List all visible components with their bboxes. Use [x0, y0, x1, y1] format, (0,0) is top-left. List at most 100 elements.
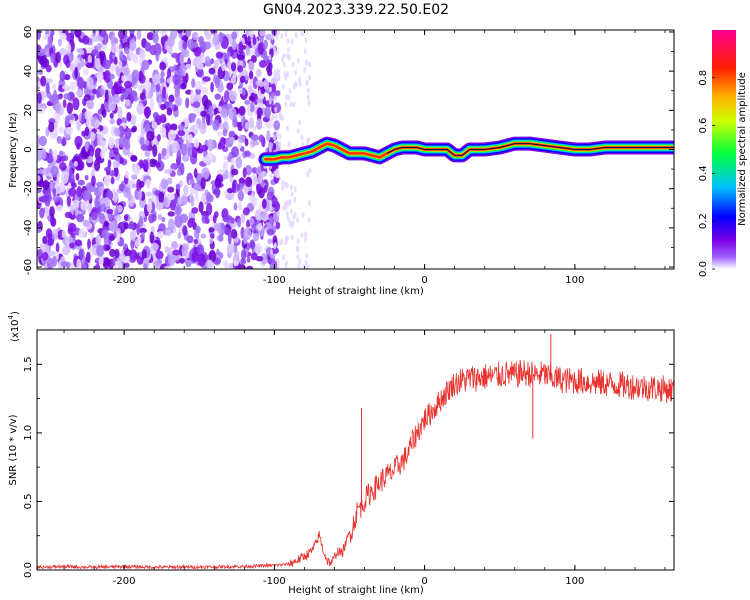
- noise-speckle: [109, 118, 116, 125]
- noise-speckle: [76, 121, 81, 132]
- noise-speckle: [217, 222, 221, 234]
- noise-speckle: [124, 47, 130, 55]
- noise-speckle: [300, 232, 304, 239]
- y-tick-label: -40: [23, 220, 34, 236]
- noise-speckle: [61, 136, 66, 147]
- y-tick-label: 60: [23, 26, 34, 39]
- noise-speckle: [262, 198, 267, 210]
- noise-speckle: [188, 217, 196, 224]
- noise-speckle: [138, 180, 145, 188]
- noise-speckle: [228, 107, 237, 121]
- noise-speckle: [41, 148, 47, 160]
- noise-speckle: [167, 35, 176, 47]
- noise-speckle: [259, 34, 264, 43]
- noise-speckle: [194, 93, 200, 100]
- x-tick-label: 0: [421, 275, 427, 286]
- noise-speckle: [190, 195, 195, 207]
- noise-speckle: [200, 110, 207, 117]
- noise-speckle: [244, 75, 250, 81]
- noise-speckle: [118, 136, 127, 148]
- noise-speckle: [80, 49, 85, 55]
- noise-speckle: [273, 72, 277, 79]
- noise-speckle: [249, 102, 255, 113]
- snr-y-axis: 0.0 0.5 1.0 1.5: [23, 329, 674, 578]
- noise-speckle: [136, 102, 145, 115]
- noise-speckle: [172, 74, 181, 85]
- noise-speckle: [255, 166, 262, 176]
- x-tick-label: -200: [113, 576, 136, 587]
- noise-speckle: [46, 257, 54, 269]
- noise-speckle: [37, 149, 43, 161]
- noise-speckle: [198, 201, 204, 214]
- noise-speckle: [59, 32, 67, 41]
- noise-speckle: [207, 138, 214, 152]
- noise-speckle: [167, 186, 175, 193]
- noise-speckle: [81, 262, 87, 269]
- noise-speckle: [177, 129, 186, 137]
- noise-speckle: [304, 36, 308, 43]
- noise-speckle: [109, 63, 118, 72]
- noise-speckle: [243, 227, 252, 240]
- noise-speckle: [191, 78, 196, 89]
- noise-speckle: [286, 182, 290, 189]
- noise-speckle: [271, 114, 275, 121]
- noise-speckle: [249, 239, 256, 250]
- noise-speckle: [268, 146, 272, 153]
- noise-speckle: [102, 59, 111, 70]
- noise-speckle: [95, 128, 101, 135]
- noise-speckle: [296, 127, 300, 134]
- noise-speckle: [60, 171, 69, 184]
- noise-speckle: [307, 99, 311, 106]
- noise-speckle: [72, 97, 80, 111]
- noise-speckle: [288, 220, 292, 227]
- noise-speckle: [182, 48, 190, 58]
- noise-speckle: [156, 230, 165, 239]
- noise-speckle: [62, 99, 67, 108]
- noise-speckle: [95, 36, 104, 42]
- noise-speckle: [68, 236, 73, 245]
- noise-speckle: [186, 30, 192, 37]
- noise-speckle: [94, 118, 100, 129]
- noise-speckle: [214, 186, 220, 199]
- noise-speckle: [109, 112, 114, 119]
- noise-speckle: [307, 74, 311, 81]
- noise-speckle: [37, 44, 42, 51]
- snr-multiplier-prefix: (x10: [10, 319, 21, 342]
- noise-speckle: [243, 207, 250, 216]
- noise-speckle: [275, 131, 279, 138]
- noise-speckle: [269, 205, 273, 212]
- noise-speckle: [177, 196, 182, 206]
- noise-speckle: [141, 59, 150, 71]
- noise-speckle: [41, 194, 47, 204]
- noise-speckle: [96, 71, 104, 83]
- noise-speckle: [114, 208, 119, 216]
- noise-speckle: [296, 247, 300, 254]
- noise-speckle: [168, 94, 175, 103]
- noise-speckle: [185, 97, 190, 109]
- colorbar-tick-label: 0.0: [698, 261, 709, 277]
- noise-speckle: [120, 94, 125, 102]
- noise-speckle: [267, 238, 273, 245]
- noise-speckle: [112, 94, 121, 104]
- noise-speckle: [281, 184, 285, 191]
- noise-speckle: [284, 30, 288, 37]
- noise-speckle: [152, 144, 158, 158]
- noise-speckle: [220, 108, 228, 119]
- noise-speckle: [49, 181, 54, 190]
- noise-speckle: [66, 43, 72, 54]
- spectrogram-xlabel: Height of straight line (km): [288, 286, 424, 297]
- noise-speckle: [144, 107, 150, 120]
- noise-speckle: [85, 62, 95, 69]
- noise-speckle: [129, 30, 135, 34]
- noise-speckle: [94, 57, 101, 70]
- noise-speckle: [191, 207, 199, 214]
- noise-speckle: [256, 98, 264, 104]
- noise-speckle: [215, 51, 224, 59]
- y-tick-label: 0: [23, 146, 34, 152]
- noise-speckle: [124, 214, 129, 221]
- noise-speckle: [59, 161, 67, 171]
- noise-speckle: [287, 94, 291, 101]
- noise-speckle: [277, 210, 281, 217]
- noise-speckle: [270, 37, 275, 45]
- noise-speckle: [226, 242, 235, 255]
